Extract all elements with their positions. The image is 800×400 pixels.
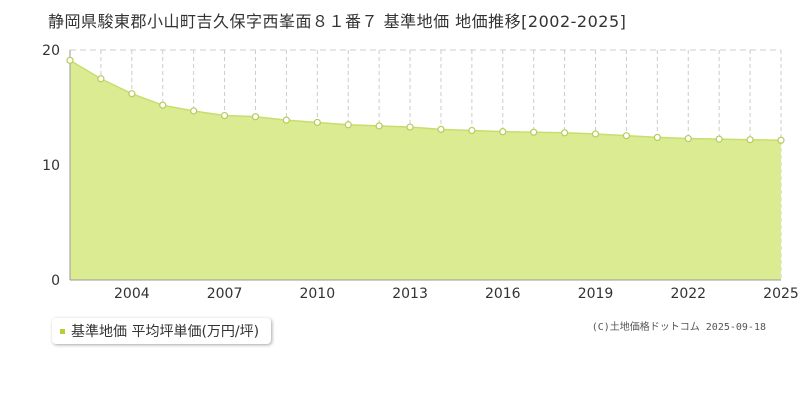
- data-point: [220, 111, 229, 120]
- x-tick-label: 2004: [114, 286, 150, 300]
- series-area: [70, 60, 781, 280]
- data-point: [97, 75, 105, 83]
- data-point: [561, 129, 569, 137]
- data-point: [251, 113, 260, 121]
- data-point: [468, 126, 476, 135]
- x-tick-label: 2019: [578, 286, 614, 300]
- x-tick-label: 2022: [670, 286, 706, 300]
- axis-layer: [69, 50, 781, 281]
- data-point: [66, 56, 74, 64]
- data-point: [499, 128, 507, 136]
- data-point: [282, 116, 290, 124]
- data-point: [159, 101, 167, 109]
- x-tick-label: 2013: [392, 286, 428, 300]
- data-point: [622, 132, 631, 140]
- data-point: [128, 90, 136, 98]
- y-tick-label: 0: [51, 273, 60, 289]
- data-point: [406, 123, 414, 131]
- data-point: [375, 122, 383, 130]
- credit-text: (C)土地価格ドットコム 2025-09-18: [591, 322, 766, 333]
- area-layer: [69, 59, 782, 280]
- legend-marker-icon: [60, 328, 65, 334]
- data-point: [344, 121, 352, 129]
- y-tick-label: 10: [42, 158, 60, 174]
- series-line: [69, 59, 782, 142]
- data-point: [684, 134, 692, 143]
- chart-title: 静岡県駿東郡小山町吉久保字西峯面８１番７ 基準地価 地価推移[2002-2025…: [48, 12, 627, 31]
- data-point: [653, 133, 661, 141]
- x-tick-label: 2010: [299, 286, 335, 300]
- data-point: [591, 130, 600, 138]
- label-layer: 0 10 20 2004 2007 2010 2013 2016 2019 2022 2025: [42, 43, 799, 300]
- legend-label: 基準地価 平均坪単価(万円/坪): [71, 324, 260, 340]
- data-point: [190, 107, 198, 115]
- marker-layer: [66, 56, 785, 144]
- data-point: [530, 128, 538, 136]
- y-tick-label: 20: [42, 43, 60, 59]
- data-point: [715, 135, 723, 143]
- data-point: [746, 136, 754, 144]
- data-point: [777, 136, 785, 144]
- x-tick-label: 2025: [763, 286, 799, 300]
- legend: 基準地価 平均坪単価(万円/坪): [52, 318, 272, 344]
- data-point: [437, 125, 445, 133]
- x-tick-label: 2007: [207, 286, 243, 300]
- data-point: [313, 118, 321, 127]
- x-tick-label: 2016: [485, 286, 521, 300]
- chart-plot: 0 10 20 2004 2007 2010 2013 2016 2019 2022 2025: [42, 43, 799, 300]
